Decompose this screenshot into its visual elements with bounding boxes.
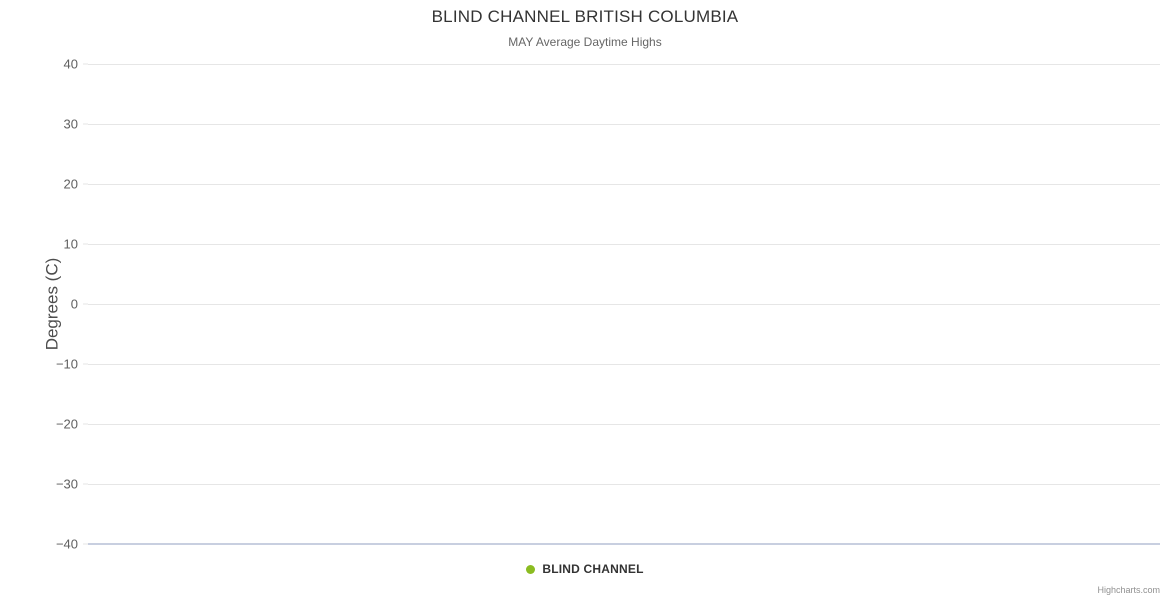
y-tick-label: −30	[55, 476, 78, 492]
y-tick-label: −40	[55, 536, 78, 552]
gridline-y	[88, 424, 1160, 425]
legend-marker-icon	[526, 564, 536, 574]
highcharts-credits-link[interactable]: Highcharts.com	[1097, 585, 1160, 595]
y-axis: Degrees (C) 40 30 20 10 0 −10 −20 −30 −40	[0, 57, 88, 552]
y-tick-mark	[83, 243, 88, 245]
y-tick-mark	[83, 363, 88, 365]
y-tick-label: −10	[55, 356, 78, 372]
y-tick-mark	[83, 303, 88, 305]
y-tick-label: 40	[63, 56, 78, 72]
legend-item-0[interactable]: BLIND CHANNEL	[526, 562, 643, 576]
gridline-y	[88, 184, 1160, 185]
chart-subtitle: MAY Average Daytime Highs	[508, 35, 662, 49]
plot-area	[88, 64, 1160, 545]
y-tick-label: 20	[63, 176, 78, 192]
y-tick-mark	[83, 123, 88, 125]
y-tick-mark	[83, 483, 88, 485]
gridline-y	[88, 244, 1160, 245]
gridline-y	[88, 124, 1160, 125]
y-tick-mark	[83, 63, 88, 65]
y-tick-mark	[83, 183, 88, 185]
y-tick-label: 10	[63, 236, 78, 252]
y-tick-mark	[83, 543, 88, 545]
y-tick-label: 0	[70, 296, 78, 312]
y-tick-label: −20	[55, 416, 78, 432]
gridline-y	[88, 364, 1160, 365]
series-0	[88, 64, 1160, 544]
chart-legend: BLIND CHANNEL	[0, 562, 1170, 576]
y-axis-title: Degrees (C)	[42, 257, 62, 351]
y-tick-label: 30	[63, 116, 78, 132]
gridline-y	[88, 64, 1160, 65]
x-axis-line	[88, 543, 1160, 545]
legend-label: BLIND CHANNEL	[542, 562, 644, 576]
gridline-y	[88, 304, 1160, 305]
chart-title: BLIND CHANNEL BRITISH COLUMBIA	[431, 7, 739, 26]
gridline-y	[88, 484, 1160, 485]
y-tick-mark	[83, 423, 88, 425]
